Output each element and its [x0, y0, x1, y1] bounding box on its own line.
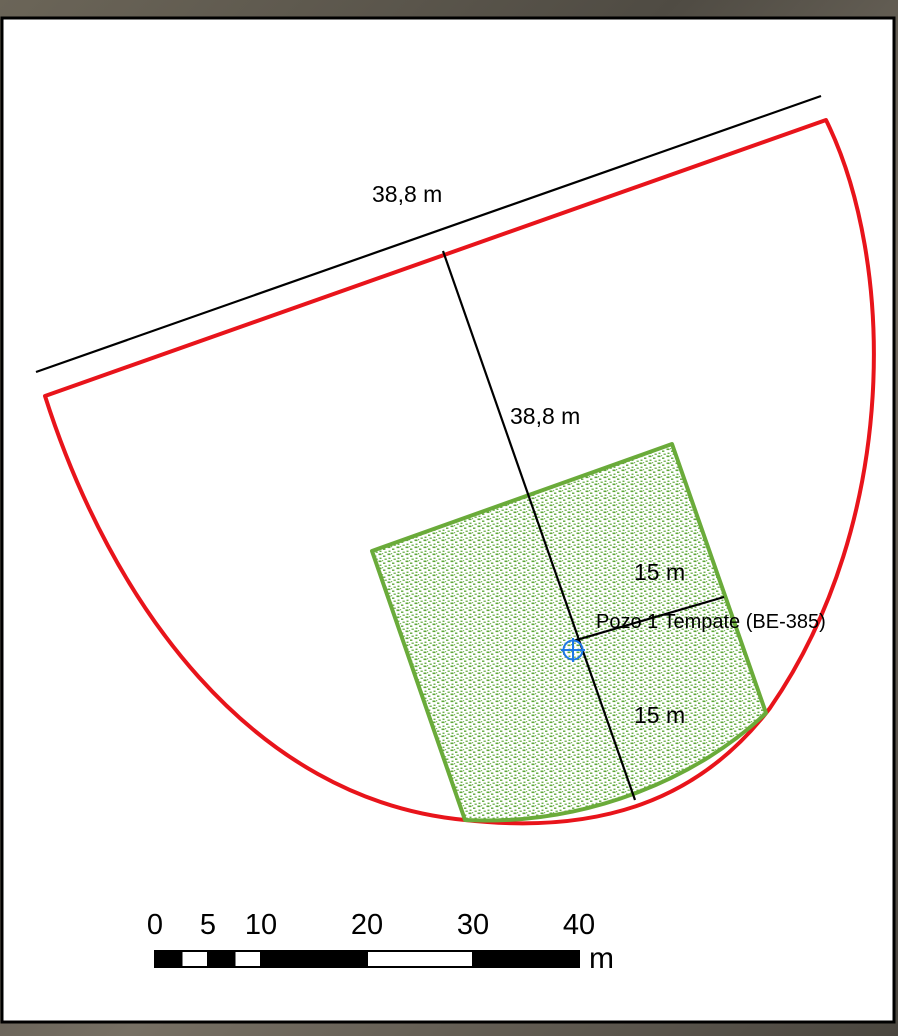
- well-name-label: Pozo 1 Tempate (BE-385): [596, 611, 826, 633]
- half-width-dimension-line: [572, 595, 725, 643]
- lower-half-width-label: 15 m: [634, 702, 685, 728]
- scale-bar-segment: [472, 950, 580, 968]
- scale-bar-segment: [366, 950, 474, 968]
- scale-bar-segment: [154, 950, 183, 968]
- axis-dimension-label: 38,8 m: [510, 403, 580, 429]
- scale-bar-tick-label: 30: [457, 909, 489, 941]
- inner-protection-zone: [370, 442, 768, 823]
- upper-half-width-label: 15 m: [634, 559, 685, 585]
- scale-bar-tick-label: 20: [351, 909, 383, 941]
- scale-bar-segment: [233, 950, 262, 968]
- top-dimension-line: [35, 94, 822, 374]
- scale-bar-tick-label: 0: [147, 909, 163, 941]
- well-crosshair-icon[interactable]: [561, 638, 585, 662]
- scale-bar-tick-label: 5: [200, 909, 216, 941]
- scale-bar-tick-label: 10: [245, 909, 277, 941]
- scale-bar-segment: [207, 950, 236, 968]
- axis-dimension-line: [441, 250, 637, 801]
- top-dimension-label: 38,8 m: [372, 181, 442, 207]
- scale-bar-tick-label: 40: [563, 909, 595, 941]
- scale-bar: 0 5 10 20 30 40: [147, 909, 595, 968]
- scale-bar-segment: [180, 950, 209, 968]
- scale-bar-unit: m: [589, 942, 614, 975]
- outer-protection-zone: [43, 118, 876, 826]
- map-background: [0, 16, 896, 1024]
- scale-bar-segment: [260, 950, 368, 968]
